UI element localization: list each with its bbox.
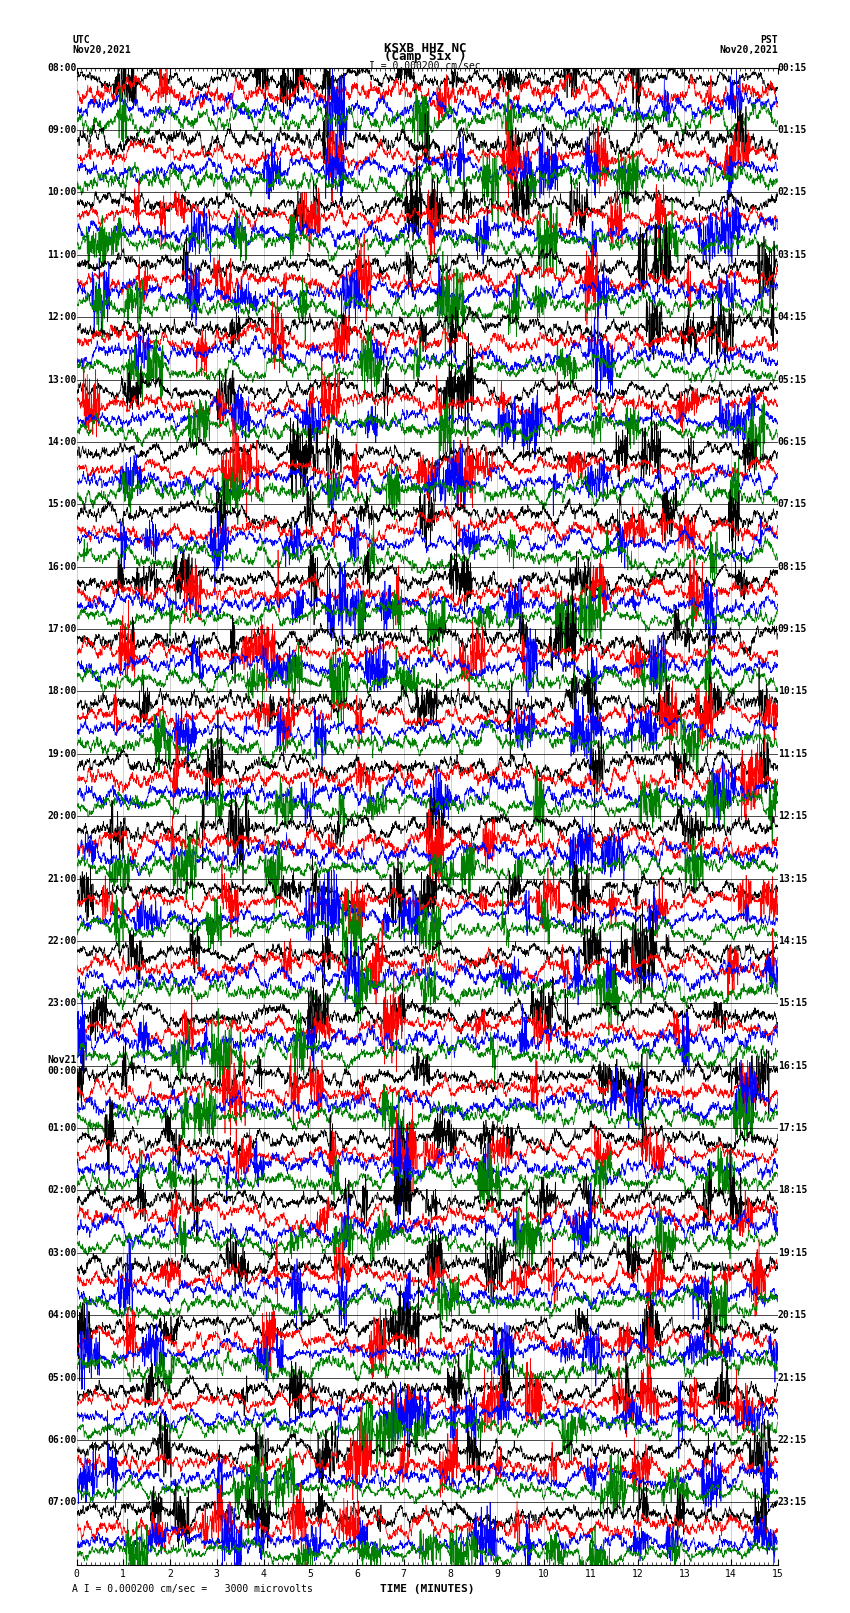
- Text: 05:15: 05:15: [778, 374, 807, 384]
- Text: 18:15: 18:15: [778, 1186, 807, 1195]
- Text: 12:00: 12:00: [47, 313, 76, 323]
- Text: 04:00: 04:00: [47, 1310, 76, 1319]
- Text: 23:00: 23:00: [47, 998, 76, 1008]
- Text: 16:00: 16:00: [47, 561, 76, 571]
- Text: 20:15: 20:15: [778, 1310, 807, 1319]
- Text: 23:15: 23:15: [778, 1497, 807, 1507]
- Text: 09:00: 09:00: [47, 126, 76, 135]
- Text: 03:00: 03:00: [47, 1248, 76, 1258]
- Text: 18:00: 18:00: [47, 687, 76, 697]
- Text: 20:00: 20:00: [47, 811, 76, 821]
- Text: 16:15: 16:15: [778, 1061, 807, 1071]
- Text: Nov21
00:00: Nov21 00:00: [47, 1055, 76, 1076]
- Text: 06:00: 06:00: [47, 1436, 76, 1445]
- Text: A I = 0.000200 cm/sec =   3000 microvolts: A I = 0.000200 cm/sec = 3000 microvolts: [72, 1584, 313, 1594]
- Text: 03:15: 03:15: [778, 250, 807, 260]
- Text: (Camp Six ): (Camp Six ): [383, 50, 467, 63]
- Text: 01:15: 01:15: [778, 126, 807, 135]
- Text: 10:15: 10:15: [778, 687, 807, 697]
- Text: 14:15: 14:15: [778, 936, 807, 945]
- Text: Nov20,2021: Nov20,2021: [719, 45, 778, 55]
- Text: 01:00: 01:00: [47, 1123, 76, 1132]
- Text: 15:15: 15:15: [778, 998, 807, 1008]
- Text: 11:15: 11:15: [778, 748, 807, 758]
- Text: 21:15: 21:15: [778, 1373, 807, 1382]
- Text: I = 0.000200 cm/sec: I = 0.000200 cm/sec: [369, 61, 481, 71]
- Text: 19:00: 19:00: [47, 748, 76, 758]
- Text: 22:15: 22:15: [778, 1436, 807, 1445]
- Text: 09:15: 09:15: [778, 624, 807, 634]
- Text: 08:15: 08:15: [778, 561, 807, 571]
- Text: 02:15: 02:15: [778, 187, 807, 197]
- Text: Nov20,2021: Nov20,2021: [72, 45, 131, 55]
- Text: 13:00: 13:00: [47, 374, 76, 384]
- Text: 14:00: 14:00: [47, 437, 76, 447]
- Text: 11:00: 11:00: [47, 250, 76, 260]
- Text: 05:00: 05:00: [47, 1373, 76, 1382]
- Text: 12:15: 12:15: [778, 811, 807, 821]
- Text: 21:00: 21:00: [47, 874, 76, 884]
- Text: KSXB HHZ NC: KSXB HHZ NC: [383, 42, 467, 55]
- Text: 13:15: 13:15: [778, 874, 807, 884]
- Text: 07:00: 07:00: [47, 1497, 76, 1507]
- Text: 08:00: 08:00: [47, 63, 76, 73]
- Text: 00:15: 00:15: [778, 63, 807, 73]
- Text: 07:15: 07:15: [778, 500, 807, 510]
- Text: 22:00: 22:00: [47, 936, 76, 945]
- Text: 19:15: 19:15: [778, 1248, 807, 1258]
- Text: 15:00: 15:00: [47, 500, 76, 510]
- Text: 04:15: 04:15: [778, 313, 807, 323]
- Text: PST: PST: [760, 35, 778, 45]
- Text: UTC: UTC: [72, 35, 90, 45]
- X-axis label: TIME (MINUTES): TIME (MINUTES): [380, 1584, 474, 1594]
- Text: 17:00: 17:00: [47, 624, 76, 634]
- Text: 10:00: 10:00: [47, 187, 76, 197]
- Text: 17:15: 17:15: [778, 1123, 807, 1132]
- Text: 02:00: 02:00: [47, 1186, 76, 1195]
- Text: 06:15: 06:15: [778, 437, 807, 447]
